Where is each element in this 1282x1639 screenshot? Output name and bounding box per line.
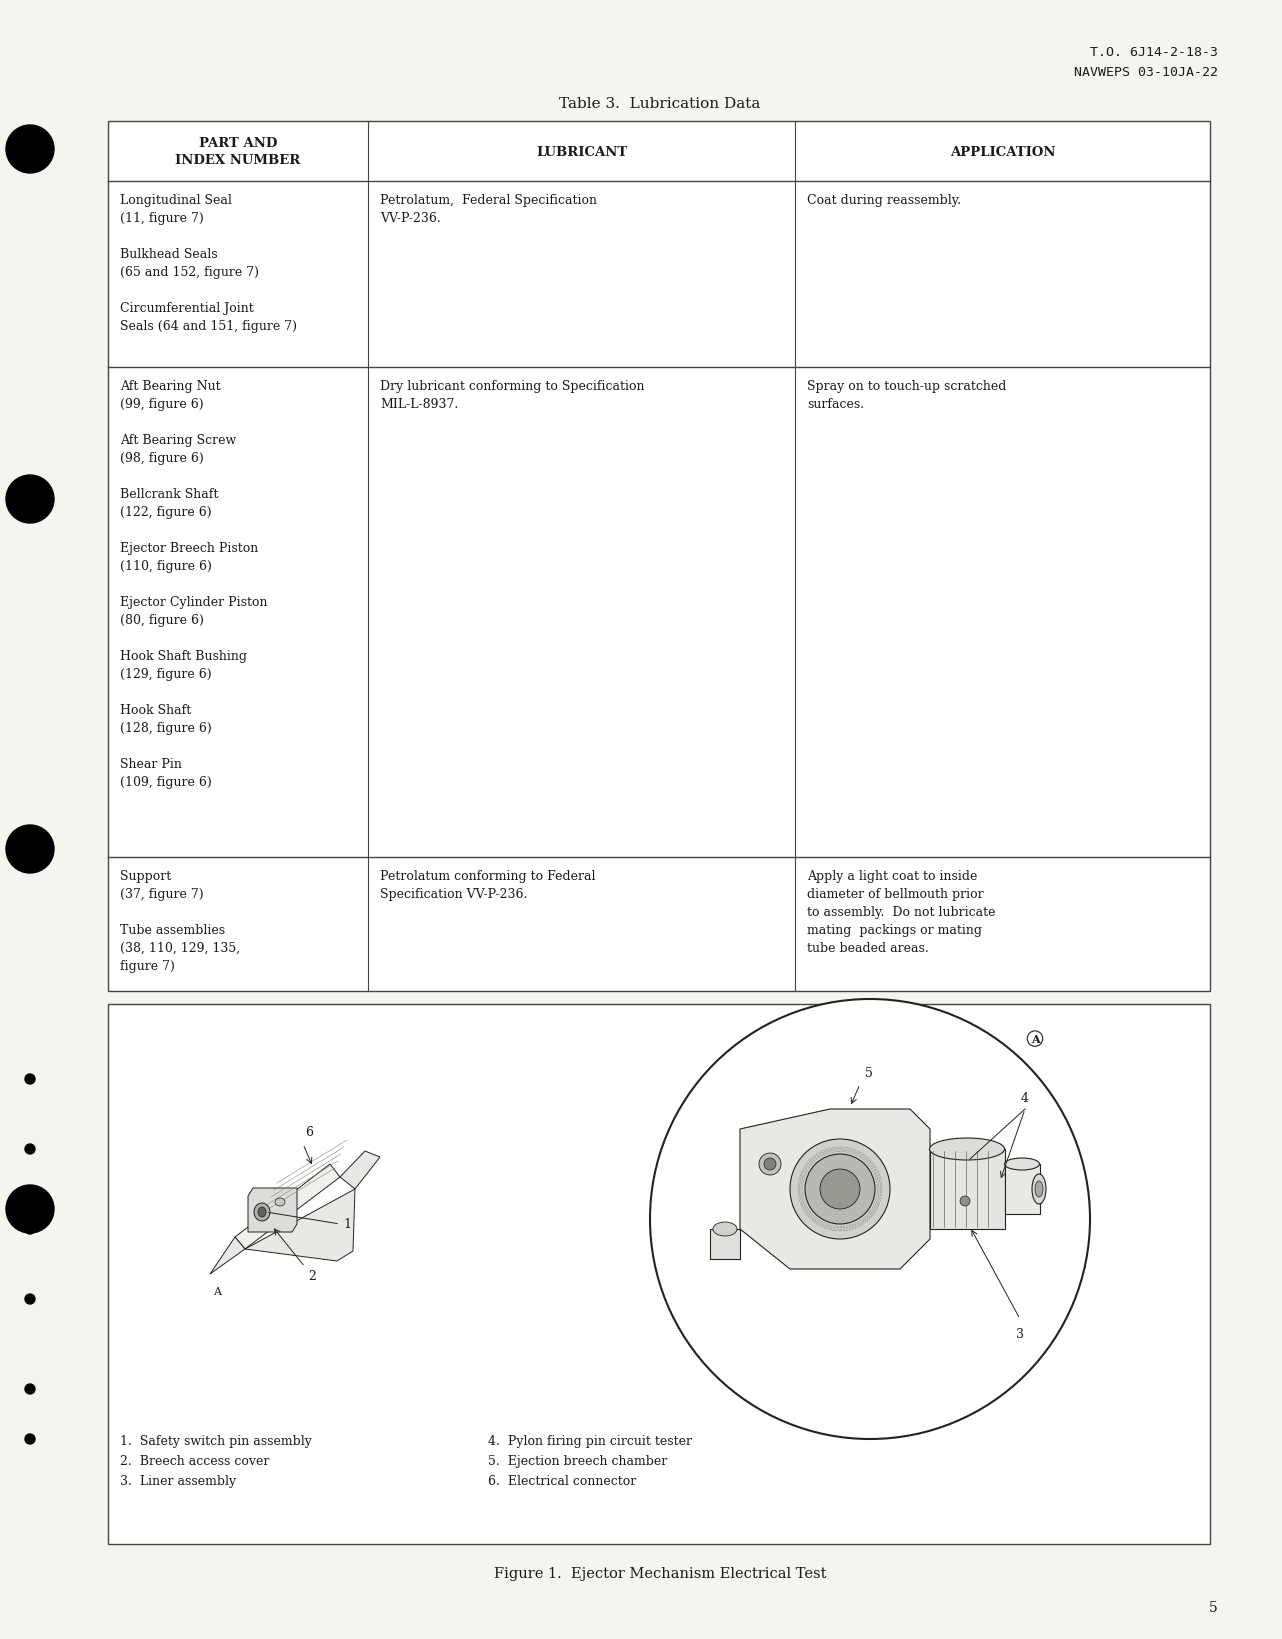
Ellipse shape — [805, 1154, 876, 1224]
Circle shape — [26, 1224, 35, 1234]
Ellipse shape — [759, 1154, 781, 1175]
Polygon shape — [235, 1164, 340, 1249]
Ellipse shape — [650, 1000, 1090, 1439]
Text: 1: 1 — [344, 1218, 351, 1231]
Text: Coat during reassembly.: Coat during reassembly. — [806, 193, 962, 207]
Circle shape — [26, 1434, 35, 1444]
Text: Spray on to touch-up scratched
surfaces.: Spray on to touch-up scratched surfaces. — [806, 380, 1006, 411]
Text: 1.  Safety switch pin assembly: 1. Safety switch pin assembly — [121, 1434, 312, 1447]
Text: 2.  Breech access cover: 2. Breech access cover — [121, 1454, 269, 1467]
Text: 5: 5 — [865, 1067, 873, 1080]
Text: 6: 6 — [305, 1126, 313, 1139]
Text: A: A — [1031, 1034, 1040, 1044]
Text: Figure 1.  Ejector Mechanism Electrical Test: Figure 1. Ejector Mechanism Electrical T… — [494, 1565, 827, 1580]
Circle shape — [6, 475, 54, 524]
Text: 3: 3 — [1017, 1328, 1024, 1341]
Text: Petrolatum,  Federal Specification
VV-P-236.: Petrolatum, Federal Specification VV-P-2… — [379, 193, 597, 225]
Circle shape — [6, 826, 54, 874]
Polygon shape — [340, 1151, 379, 1190]
Polygon shape — [210, 1237, 245, 1274]
Circle shape — [26, 1144, 35, 1154]
Ellipse shape — [820, 1169, 860, 1210]
Text: Aft Bearing Nut
(99, figure 6)

Aft Bearing Screw
(98, figure 6)

Bellcrank Shaf: Aft Bearing Nut (99, figure 6) Aft Beari… — [121, 380, 268, 788]
Circle shape — [26, 1385, 35, 1395]
Ellipse shape — [1032, 1174, 1046, 1205]
Circle shape — [6, 1185, 54, 1233]
Ellipse shape — [929, 1139, 1005, 1160]
Text: 5: 5 — [1209, 1600, 1218, 1614]
Text: 6.  Electrical connector: 6. Electrical connector — [488, 1473, 636, 1487]
Text: A: A — [213, 1287, 221, 1296]
Ellipse shape — [258, 1208, 265, 1218]
Text: Apply a light coat to inside
diameter of bellmouth prior
to assembly.  Do not lu: Apply a light coat to inside diameter of… — [806, 869, 996, 954]
Polygon shape — [1005, 1164, 1040, 1214]
Polygon shape — [740, 1110, 929, 1269]
Text: 5.  Ejection breech chamber: 5. Ejection breech chamber — [488, 1454, 667, 1467]
Ellipse shape — [790, 1139, 890, 1239]
Text: 4.  Pylon firing pin circuit tester: 4. Pylon firing pin circuit tester — [488, 1434, 692, 1447]
Text: Petrolatum conforming to Federal
Specification VV-P-236.: Petrolatum conforming to Federal Specifi… — [379, 869, 596, 900]
Text: LUBRICANT: LUBRICANT — [536, 146, 627, 159]
Polygon shape — [245, 1190, 355, 1262]
Ellipse shape — [764, 1159, 776, 1170]
Ellipse shape — [254, 1203, 271, 1221]
Ellipse shape — [276, 1198, 285, 1206]
Polygon shape — [929, 1149, 1005, 1229]
Ellipse shape — [960, 1196, 970, 1206]
Ellipse shape — [1035, 1182, 1044, 1196]
Circle shape — [26, 1074, 35, 1085]
Text: T.O. 6J14-2-18-3: T.O. 6J14-2-18-3 — [1090, 46, 1218, 59]
Text: Table 3.  Lubrication Data: Table 3. Lubrication Data — [559, 97, 760, 111]
Text: APPLICATION: APPLICATION — [950, 146, 1055, 159]
Circle shape — [26, 1295, 35, 1305]
Text: PART AND
INDEX NUMBER: PART AND INDEX NUMBER — [176, 138, 300, 167]
Text: Longitudinal Seal
(11, figure 7)

Bulkhead Seals
(65 and 152, figure 7)

Circumf: Longitudinal Seal (11, figure 7) Bulkhea… — [121, 193, 297, 333]
Text: Dry lubricant conforming to Specification
MIL-L-8937.: Dry lubricant conforming to Specificatio… — [379, 380, 645, 411]
Polygon shape — [710, 1229, 740, 1259]
Text: 3.  Liner assembly: 3. Liner assembly — [121, 1473, 236, 1487]
Text: 4: 4 — [1020, 1092, 1029, 1105]
Text: NAVWEPS 03-10JA-22: NAVWEPS 03-10JA-22 — [1074, 66, 1218, 79]
Bar — [108, 121, 1210, 992]
Text: Support
(37, figure 7)

Tube assemblies
(38, 110, 129, 135,
figure 7): Support (37, figure 7) Tube assemblies (… — [121, 869, 240, 972]
Polygon shape — [247, 1188, 297, 1233]
Text: 2: 2 — [308, 1269, 315, 1282]
Ellipse shape — [1005, 1159, 1040, 1170]
Circle shape — [6, 126, 54, 174]
Bar — [108, 1005, 1210, 1544]
Ellipse shape — [713, 1223, 737, 1236]
